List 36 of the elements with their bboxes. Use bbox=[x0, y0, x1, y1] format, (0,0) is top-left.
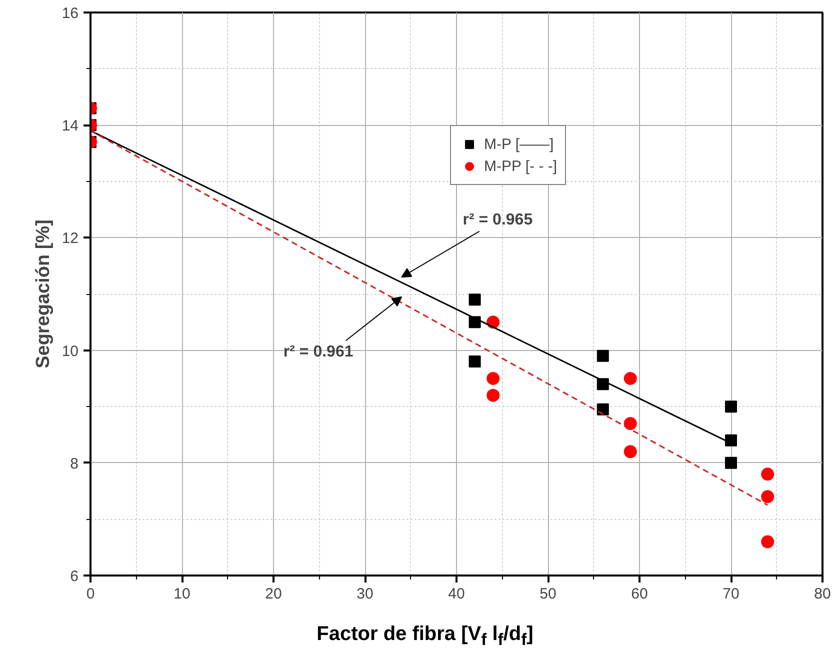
y-axis-title: Segregación [%] bbox=[32, 220, 54, 368]
point bbox=[624, 445, 637, 458]
x-tick-label: 10 bbox=[174, 586, 190, 602]
x-tick-label: 80 bbox=[814, 586, 831, 602]
annotation: r² = 0.965 bbox=[462, 211, 533, 228]
y-tick-label: 8 bbox=[70, 455, 78, 472]
annotation: r² = 0.961 bbox=[283, 343, 354, 360]
point bbox=[486, 388, 500, 402]
legend-label: M-P [——] bbox=[484, 136, 554, 152]
point bbox=[624, 417, 637, 430]
y-tick-label: 16 bbox=[62, 5, 79, 22]
x-tick-label: 70 bbox=[722, 586, 740, 602]
y-tick-label: 10 bbox=[62, 342, 79, 360]
x-tick-label: 30 bbox=[356, 586, 374, 602]
x-tick-label: 40 bbox=[448, 586, 465, 602]
y-tick-label: 12 bbox=[62, 230, 79, 248]
legend-label: M-PP [- - -] bbox=[484, 158, 558, 174]
point bbox=[486, 372, 500, 385]
x-tick-label: 0 bbox=[86, 586, 95, 602]
x-tick-label: 20 bbox=[265, 586, 282, 602]
point bbox=[761, 490, 774, 504]
point bbox=[761, 535, 774, 548]
y-tick-label: 6 bbox=[70, 568, 78, 585]
point bbox=[725, 456, 737, 469]
point bbox=[596, 350, 609, 362]
point bbox=[725, 434, 737, 446]
point bbox=[761, 468, 774, 481]
y-tick-label: 14 bbox=[62, 118, 79, 135]
x-tick-label: 60 bbox=[631, 586, 648, 602]
point bbox=[725, 400, 737, 413]
x-axis-title: Factor de fibra [V$_{f}$ l$_{f}$/d$_{f}$] bbox=[316, 622, 534, 651]
point bbox=[596, 403, 609, 416]
point bbox=[624, 372, 637, 385]
x-tick-label: 50 bbox=[540, 586, 556, 602]
point bbox=[468, 356, 481, 368]
point bbox=[468, 294, 481, 306]
